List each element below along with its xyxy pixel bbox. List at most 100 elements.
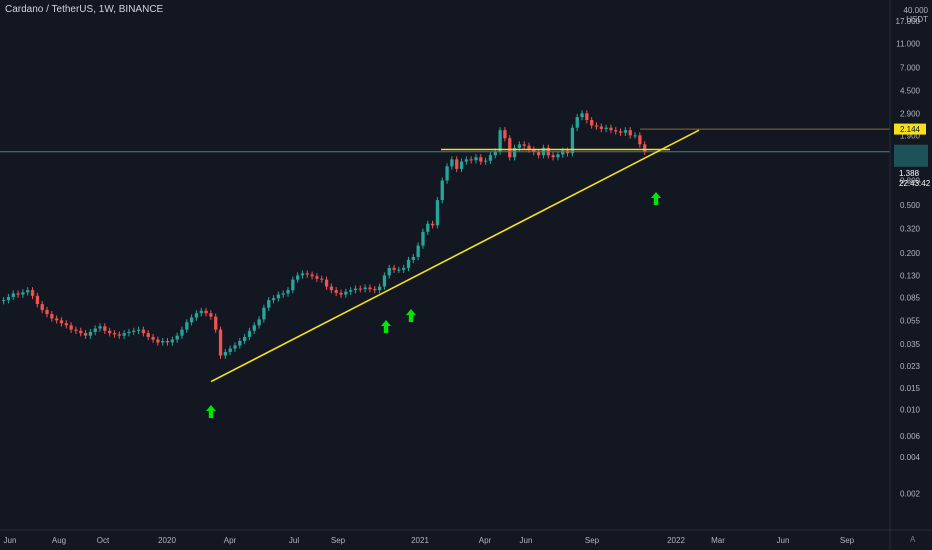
candle-body <box>406 259 411 268</box>
up-arrow-icon <box>206 405 216 418</box>
candle-body <box>604 127 608 129</box>
candle-body <box>344 291 348 295</box>
candle-body <box>537 152 541 156</box>
candle-body <box>296 275 300 280</box>
candles <box>2 110 647 359</box>
candle-body <box>26 290 30 293</box>
price-tick-label: 0.015 <box>900 384 921 393</box>
candle-body <box>223 351 228 356</box>
bar-countdown-label: 22:43:42 <box>899 179 931 188</box>
time-tick-label: Jun <box>4 536 17 545</box>
candle-body <box>450 159 454 167</box>
auto-scale-button[interactable]: A <box>910 535 916 544</box>
candle-body <box>353 288 358 291</box>
candle-body <box>214 316 218 330</box>
candle-body <box>532 149 536 153</box>
candle-body <box>98 326 102 329</box>
candle-body <box>194 313 199 318</box>
candle-body <box>243 336 247 342</box>
candle-body <box>382 275 387 287</box>
candle-body <box>643 144 647 152</box>
candle-body <box>570 127 575 154</box>
resistance-price-label: 2.144 <box>900 125 921 134</box>
candle-body <box>368 287 372 290</box>
candle-body <box>141 329 146 334</box>
candle-body <box>609 127 613 131</box>
candle-body <box>180 329 184 336</box>
price-tick-label: 0.002 <box>900 489 921 498</box>
time-tick-label: 2020 <box>158 536 176 545</box>
price-tick-label: 0.023 <box>900 362 921 371</box>
time-tick-label: Sep <box>840 536 855 545</box>
candle-body <box>618 131 623 133</box>
time-tick-label: Sep <box>331 536 346 545</box>
candle-body <box>590 120 594 126</box>
price-axis[interactable]: 17.000 11.000 7.000 4.500 2.900 1.900 0.800 0.5… <box>889 0 921 550</box>
candle-body <box>204 310 208 314</box>
candle-body <box>493 151 497 156</box>
candle-body <box>238 341 242 346</box>
candle-body <box>633 135 637 137</box>
candle-body <box>411 256 415 260</box>
candle-body <box>349 290 353 292</box>
candle-body <box>45 310 49 315</box>
price-tick-label: 7.000 <box>900 63 921 72</box>
candle-body <box>103 326 107 331</box>
candle-body <box>329 286 334 291</box>
candle-body <box>305 273 309 275</box>
candle-body <box>247 330 252 337</box>
candle-body <box>599 126 603 129</box>
time-tick-label: Oct <box>97 536 110 545</box>
candle-body <box>594 125 599 127</box>
price-tick-label: 1.900 <box>900 131 921 140</box>
price-tick-label: 0.200 <box>900 249 921 258</box>
candle-body <box>21 292 25 295</box>
axis-top-value: 40.000 <box>903 6 928 15</box>
candle-body <box>233 345 237 349</box>
up-arrow-icon <box>381 320 391 333</box>
candle-body <box>55 318 59 321</box>
candle-body <box>387 267 391 276</box>
candle-body <box>522 144 526 146</box>
candle-body <box>136 329 141 331</box>
price-tick-label: 0.055 <box>900 316 921 325</box>
candle-body <box>320 278 324 280</box>
candle-body <box>252 325 256 331</box>
current-price-label: 1.388 <box>899 169 920 178</box>
candle-body <box>392 267 396 270</box>
candle-body <box>459 161 464 169</box>
drawings <box>0 128 890 383</box>
candle-body <box>339 292 343 295</box>
candle-body <box>88 331 93 336</box>
price-tick-label: 0.085 <box>900 294 921 303</box>
candle-body <box>551 155 555 158</box>
candle-body <box>503 130 507 139</box>
price-tick-label: 0.320 <box>900 224 921 233</box>
candle-body <box>614 130 618 132</box>
candle-body <box>517 144 522 148</box>
candle-body <box>122 333 126 336</box>
candle-body <box>373 289 377 291</box>
current-price-tag: 1.388 22:43:42 <box>894 144 931 188</box>
candle-body <box>127 331 131 334</box>
time-tick-label: 2022 <box>667 536 685 545</box>
price-tick-label: 4.500 <box>900 86 921 95</box>
time-tick-label: Sep <box>585 536 600 545</box>
candle-body <box>580 113 584 118</box>
trend-line <box>210 129 700 383</box>
candle-body <box>156 339 160 343</box>
candle-body <box>527 145 531 150</box>
candle-body <box>575 117 579 128</box>
candle-body <box>377 286 382 291</box>
price-tick-label: 0.130 <box>900 271 921 280</box>
candle-body <box>175 335 179 340</box>
candle-body <box>479 157 483 162</box>
candle-body <box>93 328 97 332</box>
candle-body <box>455 159 459 169</box>
time-axis[interactable]: Jun Aug Oct 2020 Apr Jul Sep 2021 Apr Jun Sep 2022 M… <box>0 529 932 545</box>
candle-body <box>262 307 266 320</box>
candle-body <box>445 166 449 181</box>
candle-body <box>315 276 319 279</box>
price-tick-label: 0.035 <box>900 340 921 349</box>
